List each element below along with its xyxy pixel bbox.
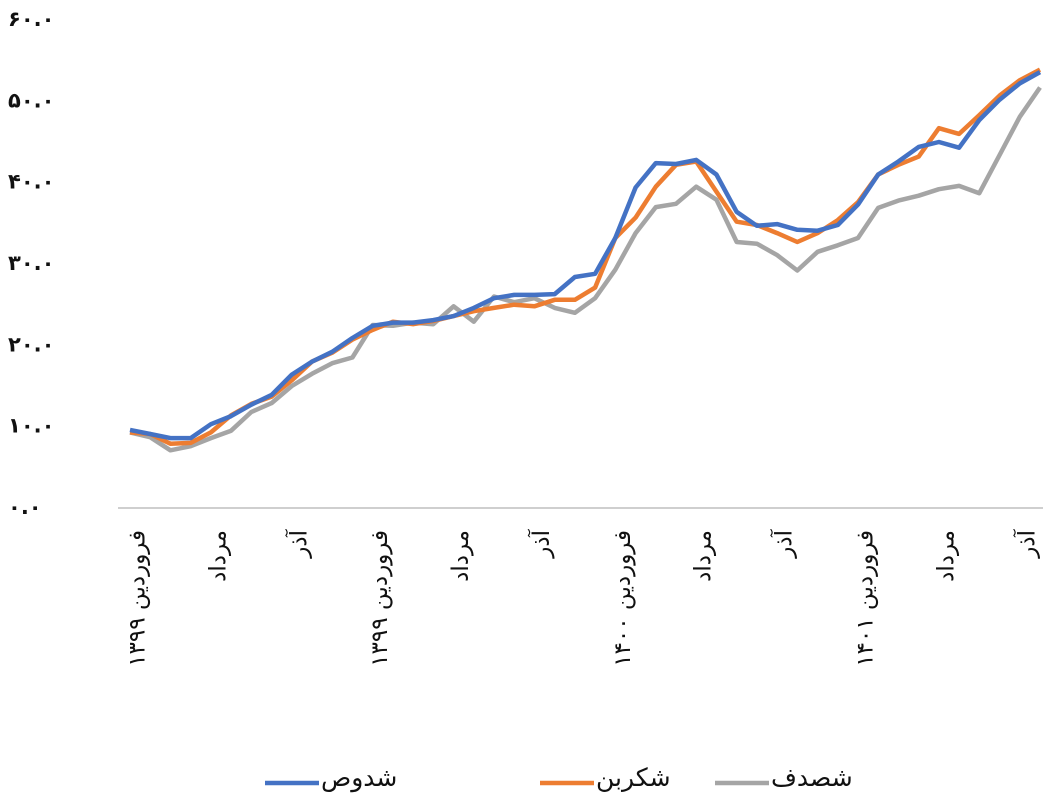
x-tick-label: آذر: [284, 528, 312, 558]
x-tick-label: مرداد: [205, 530, 231, 582]
legend-label: شکربن: [596, 763, 671, 792]
legend-label: شدوص: [321, 763, 397, 793]
x-tick-label: آذر: [527, 528, 555, 558]
y-tick-label: ۲۰.۰: [8, 332, 54, 356]
x-tick-label: فروردین ۱۴۰۱: [853, 530, 879, 667]
x-tick-label: آذر: [770, 528, 798, 558]
y-tick-label: ۴۰.۰: [8, 170, 54, 194]
y-tick-label: ۰.۰: [8, 495, 42, 519]
x-tick-label: مرداد: [933, 530, 959, 582]
series-line: [129, 67, 1042, 446]
x-tick-label: فروردین ۱۳۹۹: [125, 530, 151, 667]
x-tick-label: مرداد: [691, 530, 717, 582]
x-tick-label: مرداد: [448, 530, 474, 582]
series-line: [129, 70, 1042, 441]
y-tick-label: ۱۰.۰: [8, 414, 54, 438]
x-tick-label: فروردین ۱۴۰۰: [610, 530, 636, 667]
series-line: [129, 86, 1042, 453]
y-tick-label: ۳۰.۰: [8, 251, 54, 275]
x-tick-label: فروردین ۱۳۹۹: [367, 530, 393, 667]
legend-label: شصدف: [771, 763, 853, 792]
y-tick-label: ۶۰.۰: [8, 7, 54, 31]
y-tick-label: ۵۰.۰: [8, 88, 54, 112]
x-tick-label: آذر: [1012, 528, 1040, 558]
